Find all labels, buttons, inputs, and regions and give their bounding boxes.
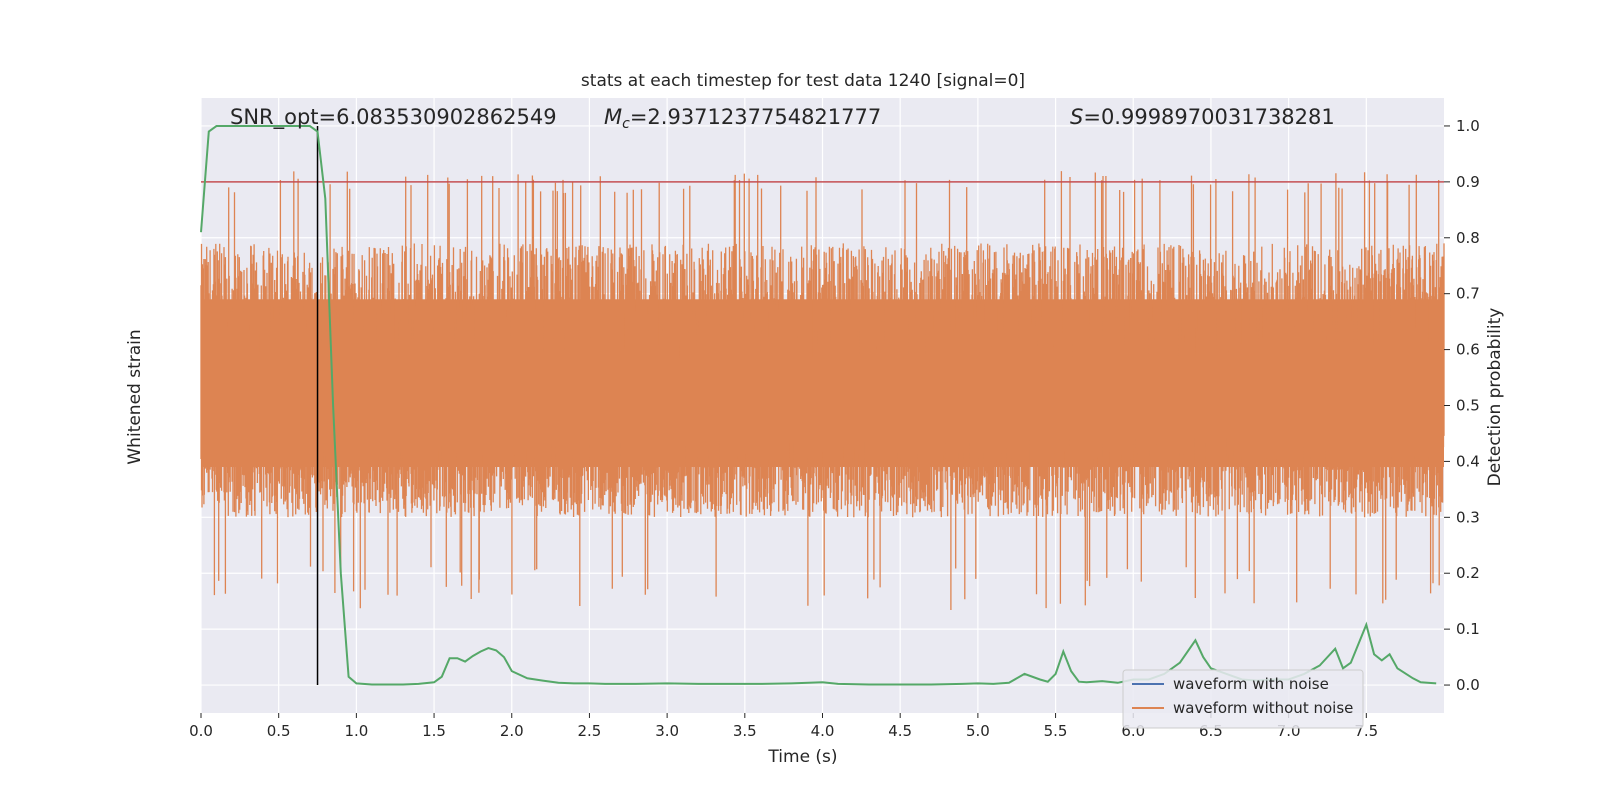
y-tick-label: 0.9 <box>1456 173 1480 191</box>
snr-annotation: SNR_opt=6.083530902862549 <box>230 105 557 130</box>
waveform-without-noise-series <box>200 171 1445 610</box>
x-tick-label: 1.0 <box>344 722 368 740</box>
score-symbol: S <box>1070 105 1083 129</box>
score-annotation: S=0.9998970031738281 <box>1070 105 1335 129</box>
x-axis-label: Time (s) <box>767 747 837 767</box>
x-tick-label: 2.0 <box>500 722 524 740</box>
y-axis-right-label: Detection probability <box>1485 308 1505 487</box>
x-tick-label: 5.0 <box>966 722 990 740</box>
y-tick-label: 0.3 <box>1456 508 1480 526</box>
x-tick-label: 2.5 <box>578 722 602 740</box>
score-value: =0.9998970031738281 <box>1083 105 1334 129</box>
strain-trace <box>200 171 1445 610</box>
x-tick-label: 4.5 <box>888 722 912 740</box>
y-tick-label: 0.7 <box>1456 285 1480 303</box>
y-tick-label: 0.5 <box>1456 397 1480 415</box>
y-tick-label: 0.1 <box>1456 620 1480 638</box>
x-tick-label: 1.5 <box>422 722 446 740</box>
chirp-mass-symbol: M <box>604 105 622 129</box>
chirp-mass-subscript: c <box>622 116 630 132</box>
x-tick-label: 0.5 <box>267 722 291 740</box>
y-tick-label: 0.2 <box>1456 564 1480 582</box>
chart-title: stats at each timestep for test data 124… <box>581 71 1025 91</box>
y-tick-label: 0.4 <box>1456 452 1480 470</box>
y-axis-right-ticks: 0.0 0.1 0.2 0.3 0.4 0.5 0.6 0.7 0.8 0.9 1.0 <box>1444 117 1480 694</box>
x-tick-label: 5.5 <box>1044 722 1068 740</box>
legend-label-with-noise: waveform with noise <box>1173 675 1329 693</box>
y-tick-label: 0.6 <box>1456 341 1480 359</box>
chirp-mass-annotation: Mc=2.9371237754821777 <box>604 105 881 132</box>
legend-label-without-noise: waveform without noise <box>1173 699 1353 717</box>
x-tick-label: 3.0 <box>655 722 679 740</box>
legend: waveform with noise waveform without noi… <box>1122 669 1364 729</box>
x-tick-label: 4.0 <box>811 722 835 740</box>
y-tick-label: 0.0 <box>1456 676 1480 694</box>
y-axis-left-label: Whitened strain <box>125 329 145 464</box>
y-tick-label: 0.8 <box>1456 229 1480 247</box>
y-tick-label: 1.0 <box>1456 117 1480 135</box>
legend-box <box>1122 669 1364 729</box>
chirp-mass-value: =2.9371237754821777 <box>630 105 881 129</box>
x-tick-label: 3.5 <box>733 722 757 740</box>
x-tick-label: 0.0 <box>189 722 213 740</box>
